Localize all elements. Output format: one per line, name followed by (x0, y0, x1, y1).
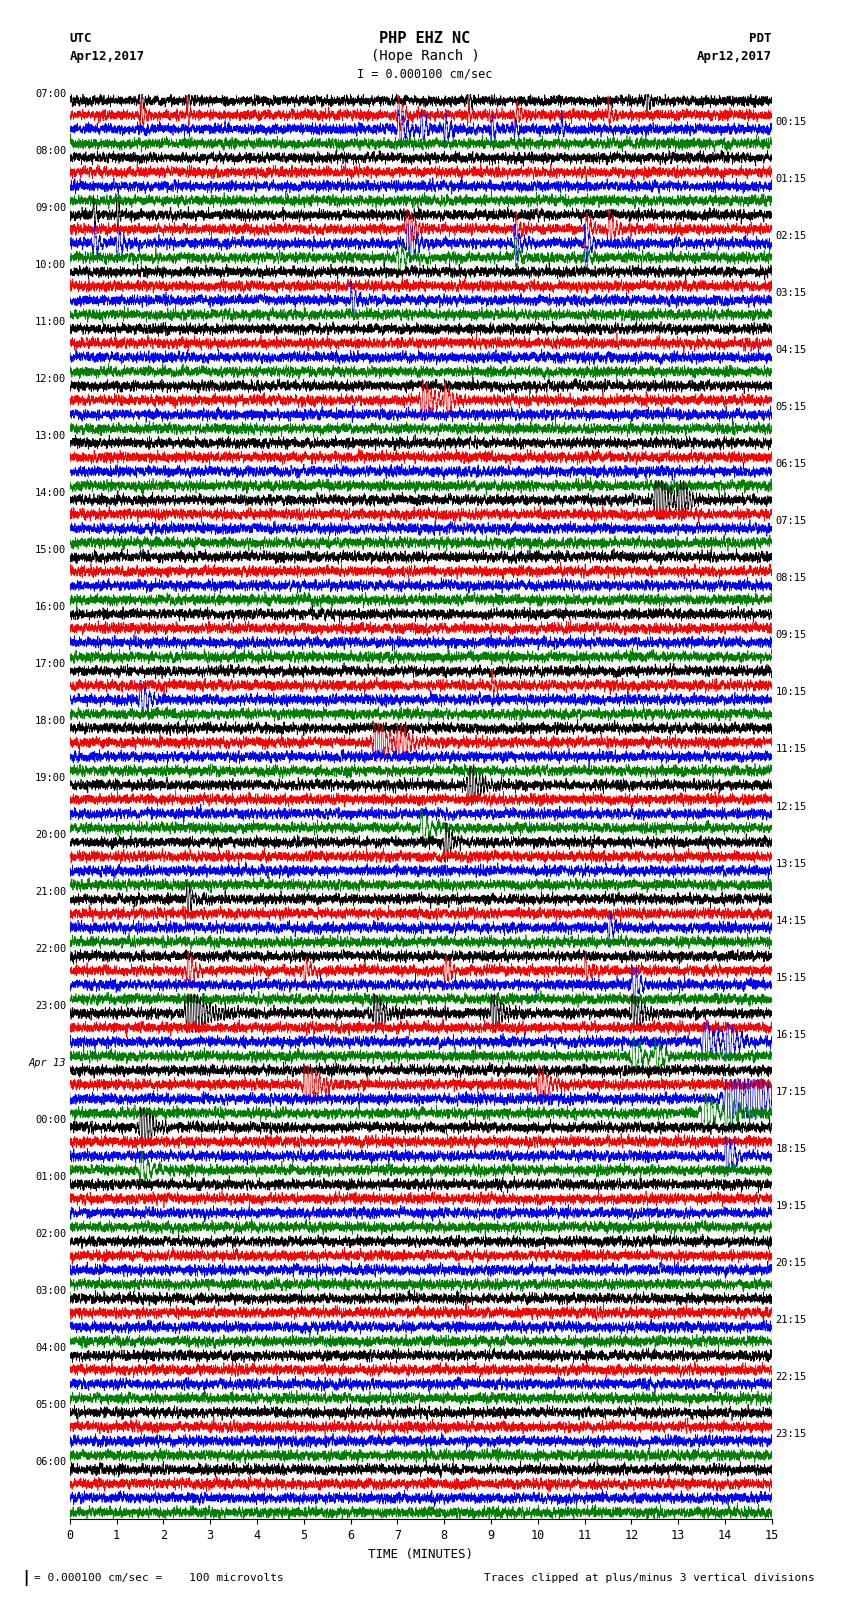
Text: 15:15: 15:15 (775, 973, 807, 982)
Text: Apr12,2017: Apr12,2017 (70, 50, 144, 63)
Text: Apr 13: Apr 13 (29, 1058, 66, 1068)
Text: PHP EHZ NC: PHP EHZ NC (379, 31, 471, 47)
Text: 09:15: 09:15 (775, 631, 807, 640)
Text: 11:15: 11:15 (775, 745, 807, 755)
Text: 16:15: 16:15 (775, 1029, 807, 1040)
Text: 01:00: 01:00 (35, 1173, 66, 1182)
Text: 22:00: 22:00 (35, 944, 66, 953)
Text: 00:00: 00:00 (35, 1115, 66, 1126)
Text: 06:15: 06:15 (775, 460, 807, 469)
Text: 11:00: 11:00 (35, 316, 66, 327)
Text: 19:00: 19:00 (35, 773, 66, 782)
Text: 17:15: 17:15 (775, 1087, 807, 1097)
Text: 06:00: 06:00 (35, 1458, 66, 1468)
Text: 21:00: 21:00 (35, 887, 66, 897)
Text: 09:00: 09:00 (35, 203, 66, 213)
Text: 12:00: 12:00 (35, 374, 66, 384)
Text: 21:15: 21:15 (775, 1315, 807, 1324)
Text: Apr12,2017: Apr12,2017 (697, 50, 772, 63)
Text: 03:15: 03:15 (775, 289, 807, 298)
Text: 13:00: 13:00 (35, 431, 66, 440)
Text: Traces clipped at plus/minus 3 vertical divisions: Traces clipped at plus/minus 3 vertical … (484, 1573, 815, 1582)
Text: 17:00: 17:00 (35, 660, 66, 669)
Text: 18:00: 18:00 (35, 716, 66, 726)
Text: 19:15: 19:15 (775, 1200, 807, 1211)
Text: 20:15: 20:15 (775, 1258, 807, 1268)
Text: 04:00: 04:00 (35, 1344, 66, 1353)
Text: 04:15: 04:15 (775, 345, 807, 355)
Text: 12:15: 12:15 (775, 802, 807, 811)
Text: I = 0.000100 cm/sec: I = 0.000100 cm/sec (357, 68, 493, 81)
Text: |: | (21, 1569, 31, 1586)
Text: 02:00: 02:00 (35, 1229, 66, 1239)
Text: 03:00: 03:00 (35, 1286, 66, 1297)
Text: 08:15: 08:15 (775, 573, 807, 584)
Text: 13:15: 13:15 (775, 858, 807, 868)
Text: 02:15: 02:15 (775, 231, 807, 240)
Text: 10:00: 10:00 (35, 260, 66, 269)
Text: 01:15: 01:15 (775, 174, 807, 184)
Text: 08:00: 08:00 (35, 145, 66, 155)
Text: 20:00: 20:00 (35, 831, 66, 840)
Text: 15:00: 15:00 (35, 545, 66, 555)
Text: 14:15: 14:15 (775, 916, 807, 926)
Text: 14:00: 14:00 (35, 487, 66, 498)
Text: 23:15: 23:15 (775, 1429, 807, 1439)
Text: PDT: PDT (750, 32, 772, 45)
Text: 07:15: 07:15 (775, 516, 807, 526)
Text: 16:00: 16:00 (35, 602, 66, 611)
Text: (Hope Ranch ): (Hope Ranch ) (371, 50, 479, 63)
Text: 10:15: 10:15 (775, 687, 807, 697)
Text: 23:00: 23:00 (35, 1002, 66, 1011)
Text: 00:15: 00:15 (775, 118, 807, 127)
Text: 22:15: 22:15 (775, 1373, 807, 1382)
Text: 18:15: 18:15 (775, 1144, 807, 1153)
Text: = 0.000100 cm/sec =    100 microvolts: = 0.000100 cm/sec = 100 microvolts (34, 1573, 284, 1582)
Text: 05:00: 05:00 (35, 1400, 66, 1410)
Text: UTC: UTC (70, 32, 92, 45)
Text: 07:00: 07:00 (35, 89, 66, 98)
Text: 05:15: 05:15 (775, 402, 807, 413)
X-axis label: TIME (MINUTES): TIME (MINUTES) (368, 1548, 473, 1561)
